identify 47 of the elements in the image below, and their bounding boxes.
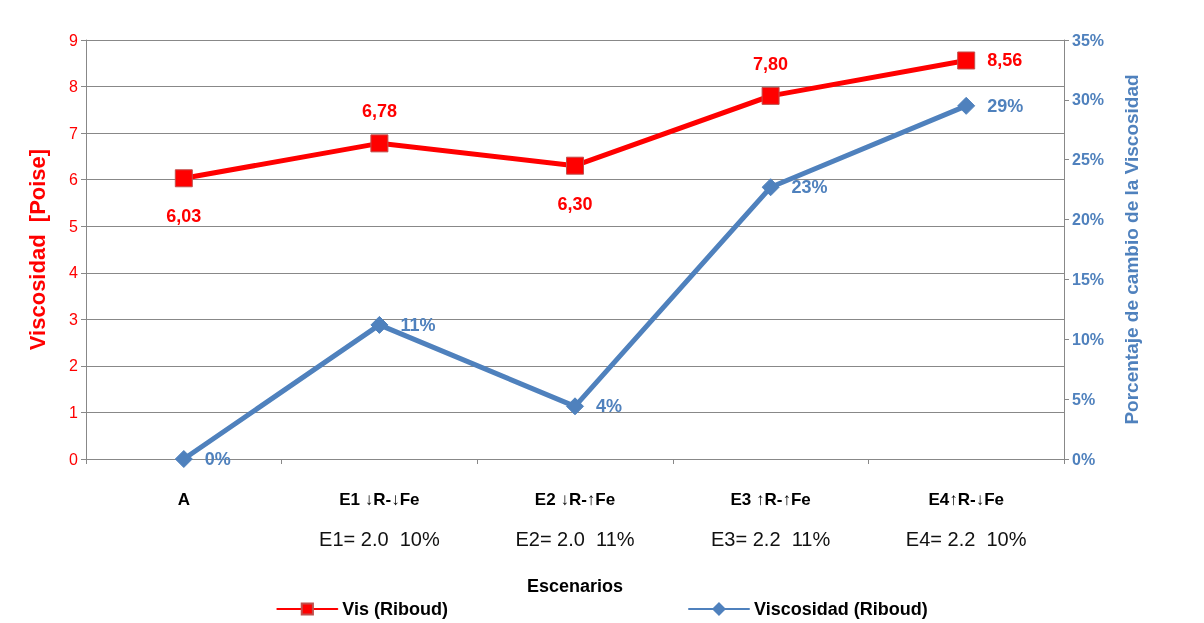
data-label: 11%	[400, 314, 436, 335]
data-label: 6,78	[361, 101, 397, 122]
y-tick-label: 9	[69, 31, 79, 49]
data-label: 6,30	[557, 193, 593, 214]
y2-tick-label: 20%	[1072, 211, 1105, 229]
y2-tick-label: 5%	[1072, 390, 1096, 408]
data-label: 7,80	[753, 53, 789, 74]
point	[370, 315, 389, 334]
point	[174, 450, 193, 468]
x-tick-label: A	[177, 489, 190, 509]
x-axis-title: Escenarios	[526, 576, 624, 596]
data-label: 8,56	[987, 50, 1023, 71]
data-label: 29%	[987, 95, 1024, 116]
y2-tick-label: 35%	[1072, 31, 1105, 49]
y2-tick-label: 25%	[1072, 151, 1105, 169]
y-tick-label: 6	[69, 171, 79, 189]
y2-tick-label: 10%	[1072, 330, 1105, 348]
point	[957, 96, 976, 115]
y2-axis-title: Porcentaje de cambio de la Viscosidad	[1121, 74, 1142, 425]
point	[761, 86, 780, 105]
data-label: 4%	[596, 396, 623, 417]
y-tick-label: 3	[69, 310, 79, 328]
y-tick-label: 0	[69, 450, 79, 468]
x-tick-label: E2 ↓R-↑Fe E2= 2.0 11%	[515, 489, 635, 550]
point	[174, 169, 193, 188]
y-tick-label: 7	[69, 124, 79, 142]
legend-label: Viscosidad (Riboud)	[753, 599, 928, 619]
x-tick-label: E4↑R-↓Fe E4= 2.2 10%	[905, 489, 1027, 550]
point	[566, 397, 584, 416]
point	[957, 51, 976, 70]
legend-label: Vis (Riboud)	[342, 599, 448, 619]
point	[761, 178, 780, 197]
x-tick-label: E3 ↑R-↑Fe E3= 2.2 11%	[711, 489, 831, 550]
point	[566, 156, 584, 175]
y2-tick-label: 30%	[1072, 91, 1105, 109]
y-tick-label: 1	[69, 403, 79, 421]
point	[370, 134, 389, 153]
y2-tick-label: 0%	[1072, 450, 1096, 468]
y2-tick-label: 15%	[1072, 270, 1105, 288]
x-tick-label: E1 ↓R-↓Fe E1= 2.0 10%	[319, 489, 440, 550]
data-label: 6,03	[166, 206, 202, 227]
data-label: 23%	[791, 177, 828, 198]
y-tick-label: 5	[69, 217, 79, 235]
y-tick-label: 4	[69, 264, 79, 282]
y-axis-title: Viscosidad [Poise]	[24, 148, 50, 351]
y-tick-label: 2	[69, 357, 79, 375]
y-tick-label: 8	[69, 78, 79, 96]
